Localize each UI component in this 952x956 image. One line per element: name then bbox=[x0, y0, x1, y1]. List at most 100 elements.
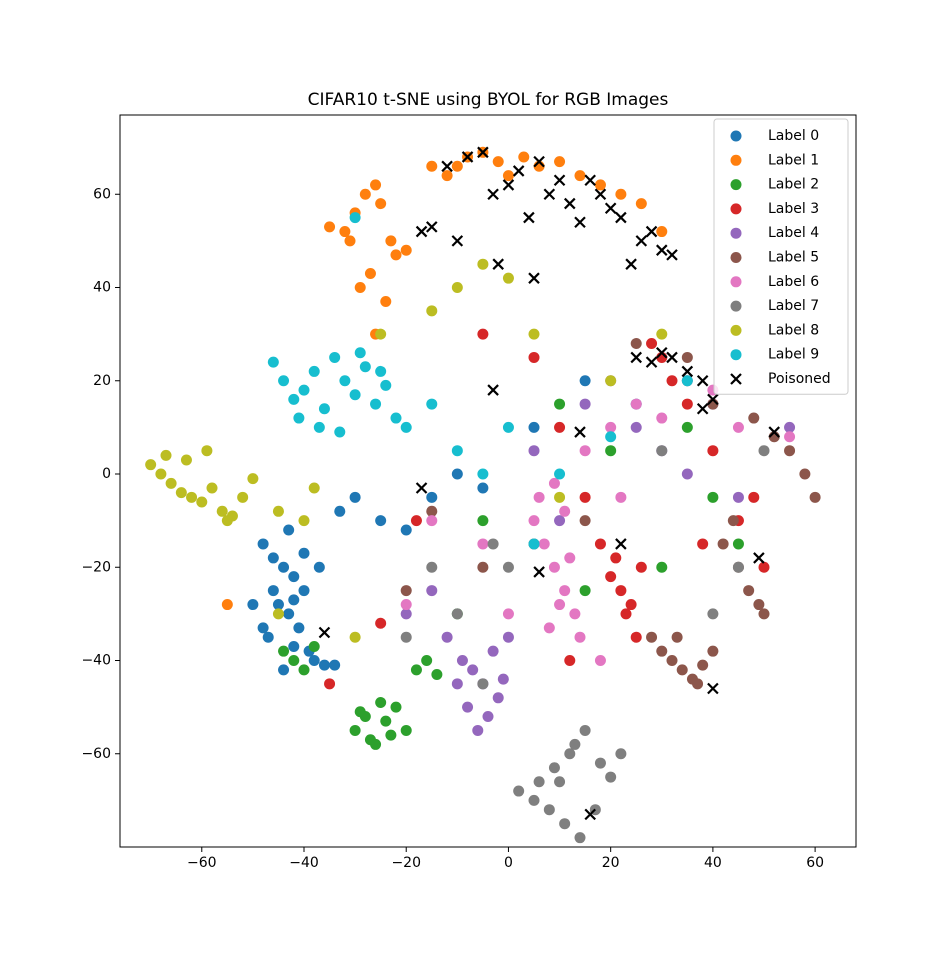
scatter-point bbox=[645, 225, 658, 238]
scatter-point bbox=[196, 496, 208, 508]
scatter-point bbox=[554, 156, 566, 168]
scatter-point bbox=[574, 631, 586, 643]
scatter-point bbox=[298, 664, 310, 676]
y-tick-label: 40 bbox=[93, 280, 111, 296]
scatter-point bbox=[477, 328, 489, 340]
scatter-point bbox=[502, 608, 514, 620]
legend-label: Label 0 bbox=[768, 128, 819, 144]
scatter-point bbox=[697, 538, 709, 550]
scatter-point bbox=[579, 585, 591, 597]
scatter-point bbox=[574, 216, 586, 229]
scatter-point bbox=[528, 515, 540, 527]
scatter-point bbox=[502, 170, 514, 182]
x-tick-label: 20 bbox=[602, 855, 620, 871]
scatter-point bbox=[385, 729, 397, 741]
scatter-point bbox=[354, 706, 366, 718]
scatter-point bbox=[799, 468, 811, 480]
scatter-point bbox=[543, 622, 555, 634]
scatter-point bbox=[528, 272, 540, 284]
y-tick-label: −20 bbox=[81, 559, 111, 575]
scatter-point bbox=[370, 179, 382, 191]
scatter-point bbox=[329, 659, 341, 671]
scatter-point bbox=[375, 365, 387, 377]
scatter-point bbox=[615, 538, 627, 550]
scatter-point bbox=[528, 794, 540, 806]
legend-marker bbox=[730, 227, 742, 239]
scatter-point bbox=[175, 487, 187, 499]
scatter-point bbox=[656, 412, 668, 424]
scatter-point bbox=[656, 328, 668, 340]
scatter-point bbox=[375, 198, 387, 210]
scatter-point bbox=[630, 631, 642, 643]
scatter-point bbox=[477, 538, 489, 550]
scatter-point bbox=[697, 659, 709, 671]
scatter-point bbox=[564, 748, 576, 760]
scatter-point bbox=[579, 375, 591, 387]
scatter-point bbox=[426, 585, 438, 597]
scatter-point bbox=[426, 491, 438, 503]
scatter-point bbox=[630, 398, 642, 410]
scatter-point bbox=[656, 226, 668, 238]
scatter-point bbox=[681, 468, 693, 480]
scatter-point bbox=[646, 631, 658, 643]
scatter-point bbox=[155, 468, 167, 480]
scatter-point bbox=[502, 179, 515, 191]
scatter-point bbox=[390, 701, 402, 713]
legend-label: Label 3 bbox=[768, 201, 819, 217]
scatter-point bbox=[594, 179, 606, 191]
scatter-point bbox=[732, 491, 744, 503]
scatter-point bbox=[272, 608, 284, 620]
scatter-point bbox=[487, 188, 499, 201]
scatter-point bbox=[426, 398, 438, 410]
scatter-point bbox=[584, 808, 596, 821]
scatter-point bbox=[400, 585, 412, 597]
scatter-point bbox=[784, 445, 796, 457]
scatter-point bbox=[380, 379, 392, 391]
scatter-point bbox=[329, 351, 341, 363]
scatter-point bbox=[492, 692, 504, 704]
scatter-point bbox=[477, 515, 489, 527]
scatter-point bbox=[421, 655, 433, 667]
scatter-point bbox=[554, 398, 566, 410]
scatter-point bbox=[559, 585, 571, 597]
scatter-point bbox=[625, 599, 637, 611]
scatter-point bbox=[528, 445, 540, 457]
scatter-point bbox=[533, 566, 545, 578]
scatter-point bbox=[288, 594, 300, 606]
scatter-point bbox=[784, 431, 796, 443]
scatter-point bbox=[768, 426, 780, 438]
scatter-point bbox=[502, 421, 514, 433]
scatter-point bbox=[375, 617, 387, 629]
scatter-point bbox=[400, 608, 412, 620]
scatter-point bbox=[625, 258, 637, 270]
scatter-point bbox=[145, 459, 157, 471]
legend-box bbox=[713, 118, 849, 395]
scatter-point bbox=[492, 258, 504, 270]
scatter-point bbox=[538, 538, 550, 550]
scatter-point bbox=[707, 682, 719, 695]
y-tick-label: −60 bbox=[81, 746, 111, 762]
scatter-point bbox=[354, 347, 366, 359]
scatter-point bbox=[610, 552, 622, 564]
scatter-point bbox=[645, 356, 658, 368]
series bbox=[318, 146, 780, 821]
scatter-point bbox=[548, 762, 560, 774]
scatter-point bbox=[707, 445, 719, 457]
scatter-point bbox=[554, 599, 566, 611]
y-tick-label: 60 bbox=[93, 186, 111, 202]
scatter-point bbox=[656, 347, 668, 359]
scatter-point bbox=[349, 389, 361, 401]
scatter-point bbox=[349, 491, 361, 503]
scatter-point bbox=[605, 421, 617, 433]
scatter-point bbox=[390, 412, 402, 424]
legend-label: Label 5 bbox=[768, 250, 819, 266]
scatter-point bbox=[324, 221, 336, 233]
scatter-point bbox=[518, 151, 530, 163]
scatter-point bbox=[267, 585, 279, 597]
scatter-point bbox=[257, 538, 269, 550]
legend-marker bbox=[730, 349, 742, 361]
legend-label: Label 1 bbox=[768, 152, 819, 168]
scatter-point bbox=[564, 197, 576, 210]
scatter-point bbox=[385, 235, 397, 247]
legend-marker bbox=[730, 203, 742, 215]
